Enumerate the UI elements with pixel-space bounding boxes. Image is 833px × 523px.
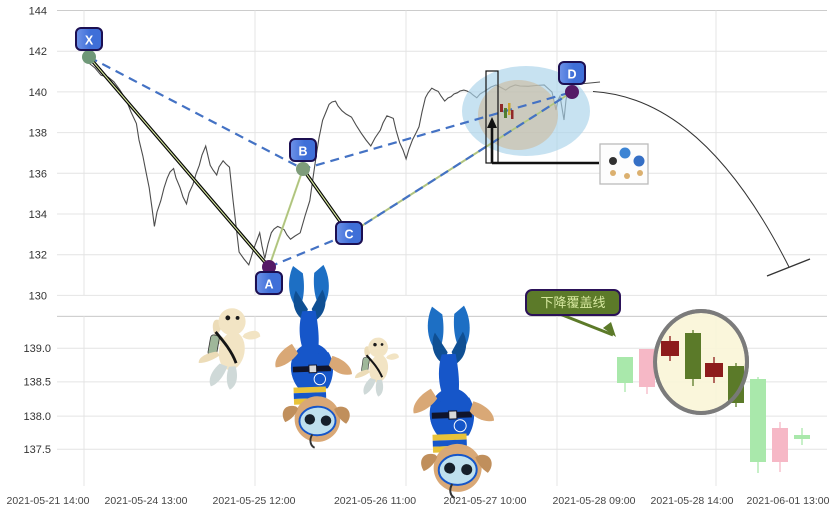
- svg-text:136: 136: [29, 168, 47, 180]
- svg-text:2021-05-27 10:00: 2021-05-27 10:00: [444, 495, 527, 507]
- svg-text:2021-05-28 14:00: 2021-05-28 14:00: [651, 495, 734, 507]
- svg-text:2021-06-01 13:00: 2021-06-01 13:00: [747, 495, 830, 507]
- svg-text:138.5: 138.5: [23, 377, 51, 389]
- svg-text:138.0: 138.0: [23, 411, 51, 423]
- svg-text:140: 140: [29, 87, 47, 99]
- svg-text:A: A: [264, 278, 273, 292]
- svg-text:2021-05-25 12:00: 2021-05-25 12:00: [213, 495, 296, 507]
- svg-text:2021-05-28 09:00: 2021-05-28 09:00: [553, 495, 636, 507]
- svg-text:D: D: [567, 68, 576, 82]
- svg-text:138: 138: [29, 128, 47, 140]
- svg-text:134: 134: [29, 209, 47, 221]
- svg-text:2021-05-21 14:00: 2021-05-21 14:00: [7, 495, 90, 507]
- svg-text:137.5: 137.5: [23, 444, 51, 456]
- svg-text:B: B: [298, 145, 307, 159]
- svg-text:130: 130: [29, 290, 47, 302]
- svg-text:132: 132: [29, 250, 47, 262]
- svg-text:139.0: 139.0: [23, 343, 51, 355]
- svg-text:2021-05-26 11:00: 2021-05-26 11:00: [334, 495, 416, 507]
- svg-text:2021-05-24 13:00: 2021-05-24 13:00: [105, 495, 188, 507]
- svg-text:下降覆盖线: 下降覆盖线: [540, 295, 605, 310]
- svg-text:142: 142: [29, 46, 47, 58]
- svg-text:X: X: [85, 34, 94, 48]
- svg-text:144: 144: [29, 6, 47, 18]
- svg-text:C: C: [344, 228, 353, 242]
